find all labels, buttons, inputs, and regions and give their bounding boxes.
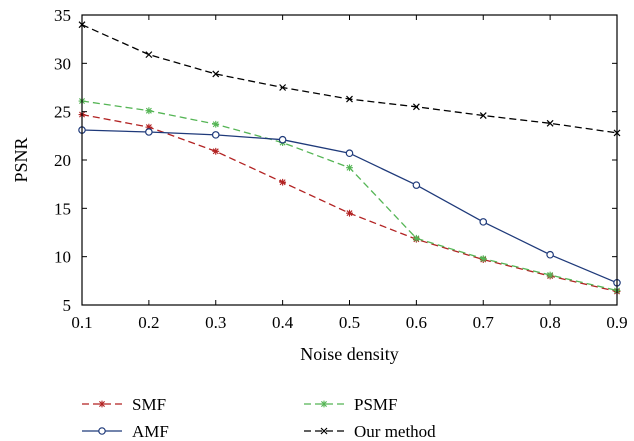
data-point-psmf [479,255,487,262]
data-point-smf [346,209,353,217]
plot-lines [78,21,621,295]
data-point-psmf [212,120,220,128]
data-point-our-method [279,84,287,91]
series-line-smf [81,113,618,293]
y-tick-label: 35 [54,6,71,25]
y-tick-label: 30 [54,54,71,73]
x-tick-label: 0.5 [339,313,360,332]
legend-marker [98,427,106,435]
legend-marker [98,400,106,408]
legend-item-amf: AMF [82,422,169,441]
data-point-our-method [212,70,220,78]
data-point-amf [211,131,220,139]
data-point-amf [278,135,287,144]
x-tick-label: 0.2 [138,313,159,332]
legend-marker [320,427,328,435]
legend-label: SMF [132,395,166,414]
x-tick-label: 0.9 [606,313,627,332]
y-tick-label: 15 [54,199,71,218]
data-point-amf [345,149,354,158]
y-tick-label: 5 [63,296,72,315]
x-axis-label: Noise density [300,344,399,364]
series-smf [78,111,621,295]
data-point-our-method [412,103,420,111]
data-point-our-method [346,95,353,103]
series-line-psmf [81,100,618,292]
series-amf [78,126,621,287]
data-point-amf [145,128,153,136]
data-point-amf [479,218,488,226]
x-tick-label: 0.8 [540,313,561,332]
data-point-amf [412,181,421,189]
legend-label: PSMF [354,395,397,414]
legend: SMF PSMF AMF Our method [82,395,436,441]
y-tick-label: 10 [54,248,71,267]
data-point-amf [546,250,554,259]
data-point-psmf [145,107,153,115]
x-tick-label: 0.3 [205,313,226,332]
plot-frame [81,14,618,306]
legend-marker [320,400,328,408]
legend-item-smf: SMF [82,395,166,414]
series-line-our-method [81,24,618,134]
series-psmf [78,97,621,294]
x-tick-label: 0.4 [272,313,294,332]
legend-label: AMF [132,422,169,441]
y-tick-label: 20 [54,151,71,170]
data-point-our-method [546,119,554,127]
data-point-smf [279,178,287,186]
y-tick-label: 25 [54,103,71,122]
y-axis-label: PSNR [11,137,31,182]
x-tick-label: 0.6 [406,313,427,332]
data-point-our-method [479,112,487,119]
data-point-smf [212,147,220,155]
axis-ticks: 0.1 0.2 0.3 0.4 0.5 0.6 0.7 0.8 0.9 5 10 15 20 25 30 35 [54,6,628,332]
x-tick-label: 0.7 [473,313,495,332]
legend-label: Our method [354,422,436,441]
series-our-method [78,21,621,137]
legend-item-our-method: Our method [304,422,436,441]
data-point-psmf [546,271,554,279]
legend-item-psmf: PSMF [304,395,397,414]
x-tick-label: 0.1 [71,313,92,332]
data-point-psmf [412,234,420,242]
data-point-our-method [145,51,153,59]
data-point-psmf [346,164,353,172]
data-point-smf [145,123,153,131]
